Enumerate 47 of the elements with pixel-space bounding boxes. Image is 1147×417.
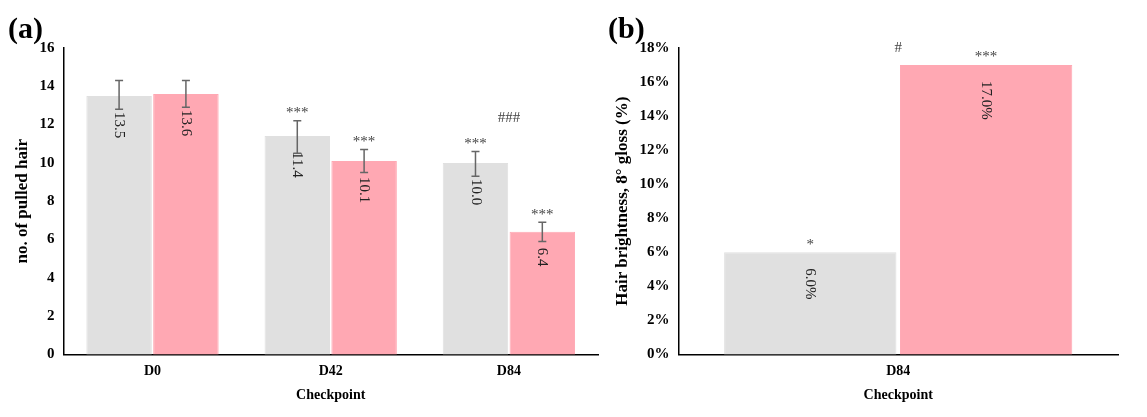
y-axis-title: Hair brightness, 8° gloss (%): [611, 96, 631, 306]
x-tick-label: D84: [886, 363, 911, 379]
data-label: 11.4: [290, 152, 307, 179]
y-tick-label: 6: [46, 230, 55, 247]
data-label: 13.6: [178, 109, 195, 137]
x-axis-title: Checkpoint: [863, 387, 934, 403]
y-tick-label: 10: [39, 153, 55, 170]
y-tick-label: 10%: [639, 175, 670, 192]
x-tick-label: D0: [143, 363, 162, 379]
y-tick-label: 4: [46, 268, 55, 285]
annotation: ***: [352, 132, 376, 149]
bar: [153, 93, 219, 355]
y-tick-label: 14: [39, 77, 55, 94]
y-tick-label: 2: [46, 306, 55, 323]
annotation: #: [894, 39, 903, 56]
annotation: ***: [974, 48, 998, 65]
y-tick-label: 4%: [646, 277, 670, 294]
y-axis-title: no. of pulled hair: [11, 138, 31, 264]
y-tick-label: 16%: [639, 72, 670, 89]
bar: [509, 231, 576, 355]
y-tick-label: 12%: [639, 141, 670, 158]
y-tick-label: 2%: [646, 311, 670, 328]
y-tick-label: 0: [46, 345, 55, 362]
bar: [264, 136, 331, 355]
y-tick-label: 14%: [639, 106, 670, 123]
y-tick-label: 12: [39, 115, 55, 132]
data-label: 10.1: [357, 176, 374, 204]
data-label: 17.0%: [979, 81, 996, 120]
bar: [442, 162, 509, 355]
data-label: 13.5: [112, 111, 129, 139]
y-tick-label: 8: [46, 192, 55, 209]
bar: [331, 160, 397, 355]
annotation: *: [806, 235, 815, 252]
data-label: 10.0: [468, 178, 485, 206]
y-tick-label: 6%: [646, 243, 670, 260]
annotation: ###: [497, 108, 521, 125]
y-tick-label: 8%: [646, 209, 670, 226]
annotation: ***: [464, 134, 487, 151]
x-tick-label: D84: [496, 363, 521, 379]
data-label: 6.4: [535, 247, 552, 268]
x-axis-title: Checkpoint: [296, 387, 366, 403]
annotation: ***: [286, 104, 309, 121]
y-tick-label: 0%: [646, 345, 670, 362]
bar: [86, 95, 152, 355]
x-tick-label: D42: [318, 363, 343, 379]
data-label: 6.0%: [803, 268, 820, 300]
annotation: ***: [531, 205, 554, 222]
